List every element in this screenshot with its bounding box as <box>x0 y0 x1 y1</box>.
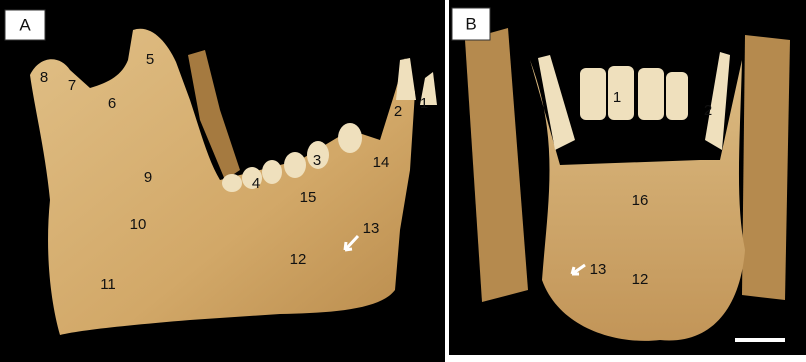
panel-tag-box <box>4 9 46 41</box>
marker: 13 <box>590 261 607 278</box>
marker: 2 <box>394 103 402 120</box>
panel-b: B 1 2 16 13 12 <box>449 0 806 355</box>
far-ramus <box>188 50 240 180</box>
panel-tag: B <box>465 14 476 33</box>
marker: 3 <box>313 152 321 169</box>
panel-a: A 8 7 6 5 9 10 11 4 3 15 14 2 1 13 12 <box>0 0 445 362</box>
mandible-front <box>530 60 745 341</box>
panel-tag-box <box>451 7 491 41</box>
marker: 12 <box>632 271 649 288</box>
marker: 5 <box>146 51 154 68</box>
marker: 1 <box>420 95 428 112</box>
marker: 7 <box>68 77 76 94</box>
marker: 8 <box>40 69 48 86</box>
marker: 15 <box>300 189 317 206</box>
arrow <box>343 234 360 252</box>
marker: 13 <box>363 220 380 237</box>
marker: 1 <box>613 89 621 106</box>
marker: 14 <box>373 154 390 171</box>
marker: 10 <box>130 216 147 233</box>
teeth <box>538 52 730 150</box>
teeth <box>222 58 437 192</box>
marker: 12 <box>290 251 307 268</box>
marker: 9 <box>144 169 152 186</box>
left-ramus <box>465 28 528 302</box>
marker: 4 <box>252 175 260 192</box>
marker: 11 <box>100 276 116 293</box>
marker: 2 <box>704 102 712 119</box>
marker: 16 <box>632 192 649 209</box>
scale-bar <box>735 338 785 342</box>
marker: 6 <box>108 95 116 112</box>
panel-tag: A <box>19 15 31 34</box>
right-ramus <box>742 35 790 300</box>
arrow <box>570 263 586 276</box>
